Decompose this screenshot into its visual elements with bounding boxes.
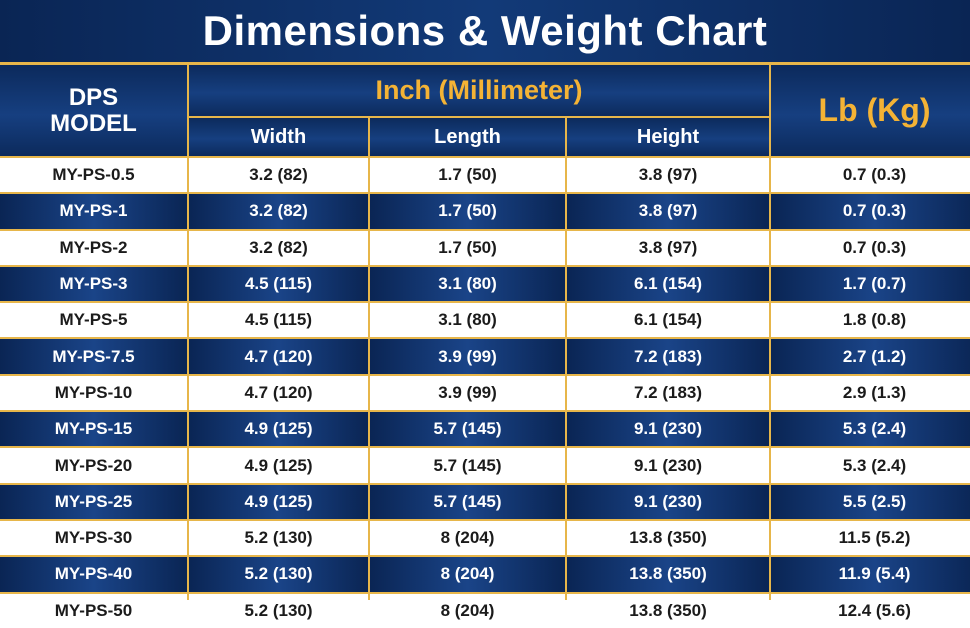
table-cell-height: 3.8 (97) <box>567 230 769 265</box>
table-cell-weight: 11.5 (5.2) <box>771 520 970 556</box>
table-cell-model: MY-PS-25 <box>0 484 187 519</box>
table-cell-height: 9.1 (230) <box>567 448 769 483</box>
table-cell-height: 6.1 (154) <box>567 303 769 338</box>
table-cell-weight: 5.3 (2.4) <box>771 412 970 447</box>
table-cell-model: MY-PS-40 <box>0 557 187 592</box>
table-cell-width: 3.2 (82) <box>189 230 368 265</box>
table-cell-weight: 2.7 (1.2) <box>771 339 970 374</box>
table-cell-height: 9.1 (230) <box>567 484 769 519</box>
table-cell-weight: 12.4 (5.6) <box>771 593 970 628</box>
table-cell-height: 7.2 (183) <box>567 375 769 411</box>
table-cell-length: 3.1 (80) <box>370 266 565 302</box>
table-cell-width: 5.2 (130) <box>189 593 368 628</box>
header-inch-group: Inch (Millimeter) <box>189 65 769 116</box>
table-cell-model: MY-PS-7.5 <box>0 339 187 374</box>
table-cell-model: MY-PS-5 <box>0 303 187 338</box>
header-weight: Lb (Kg) <box>771 65 970 156</box>
table-cell-weight: 0.7 (0.3) <box>771 158 970 193</box>
table-cell-width: 3.2 (82) <box>189 194 368 229</box>
header-height: Height <box>567 118 769 156</box>
table-cell-length: 5.7 (145) <box>370 412 565 447</box>
table-cell-model: MY-PS-2 <box>0 230 187 265</box>
table-cell-length: 8 (204) <box>370 520 565 556</box>
table-cell-width: 4.7 (120) <box>189 339 368 374</box>
table-cell-width: 4.5 (115) <box>189 303 368 338</box>
table-cell-model: MY-PS-10 <box>0 375 187 411</box>
table-cell-weight: 5.5 (2.5) <box>771 484 970 519</box>
table-cell-width: 3.2 (82) <box>189 158 368 193</box>
table-cell-length: 8 (204) <box>370 557 565 592</box>
header-model: DPS MODEL <box>0 65 187 156</box>
table-cell-length: 5.7 (145) <box>370 484 565 519</box>
page-title: Dimensions & Weight Chart <box>202 7 768 54</box>
header-model-line2: MODEL <box>50 109 137 137</box>
table-cell-model: MY-PS-30 <box>0 520 187 556</box>
table-cell-width: 4.9 (125) <box>189 412 368 447</box>
table-cell-weight: 5.3 (2.4) <box>771 448 970 483</box>
table-cell-height: 6.1 (154) <box>567 266 769 302</box>
table-cell-height: 9.1 (230) <box>567 412 769 447</box>
header-model-line1: DPS <box>68 83 119 111</box>
table-cell-model: MY-PS-0.5 <box>0 158 187 193</box>
table-cell-height: 3.8 (97) <box>567 194 769 229</box>
table-cell-model: MY-PS-1 <box>0 194 187 229</box>
table-cell-width: 4.9 (125) <box>189 484 368 519</box>
table-cell-weight: 0.7 (0.3) <box>771 230 970 265</box>
table-cell-length: 1.7 (50) <box>370 158 565 193</box>
title-bar: Dimensions & Weight Chart <box>0 0 970 62</box>
table-cell-length: 3.9 (99) <box>370 339 565 374</box>
table-cell-height: 3.8 (97) <box>567 158 769 193</box>
table-cell-width: 4.5 (115) <box>189 266 368 302</box>
table-cell-height: 13.8 (350) <box>567 520 769 556</box>
header-width: Width <box>189 118 368 156</box>
dimensions-table: DPS MODEL Inch (Millimeter) Lb (Kg) Widt… <box>0 65 970 628</box>
table-cell-height: 13.8 (350) <box>567 593 769 628</box>
table-cell-length: 3.1 (80) <box>370 303 565 338</box>
table-cell-model: MY-PS-3 <box>0 266 187 302</box>
table-cell-weight: 11.9 (5.4) <box>771 557 970 592</box>
table-cell-height: 13.8 (350) <box>567 557 769 592</box>
table-cell-height: 7.2 (183) <box>567 339 769 374</box>
table-cell-weight: 1.8 (0.8) <box>771 303 970 338</box>
table-cell-weight: 0.7 (0.3) <box>771 194 970 229</box>
title-divider <box>0 62 970 65</box>
table-cell-length: 1.7 (50) <box>370 194 565 229</box>
table-cell-width: 5.2 (130) <box>189 520 368 556</box>
table-cell-length: 5.7 (145) <box>370 448 565 483</box>
table-cell-length: 8 (204) <box>370 593 565 628</box>
table-cell-weight: 2.9 (1.3) <box>771 375 970 411</box>
table-cell-width: 4.7 (120) <box>189 375 368 411</box>
table-cell-weight: 1.7 (0.7) <box>771 266 970 302</box>
table-cell-width: 4.9 (125) <box>189 448 368 483</box>
table-cell-model: MY-PS-50 <box>0 593 187 628</box>
table-cell-model: MY-PS-20 <box>0 448 187 483</box>
table-cell-length: 1.7 (50) <box>370 230 565 265</box>
header-length: Length <box>370 118 565 156</box>
table-cell-model: MY-PS-15 <box>0 412 187 447</box>
table-cell-width: 5.2 (130) <box>189 557 368 592</box>
table-cell-length: 3.9 (99) <box>370 375 565 411</box>
